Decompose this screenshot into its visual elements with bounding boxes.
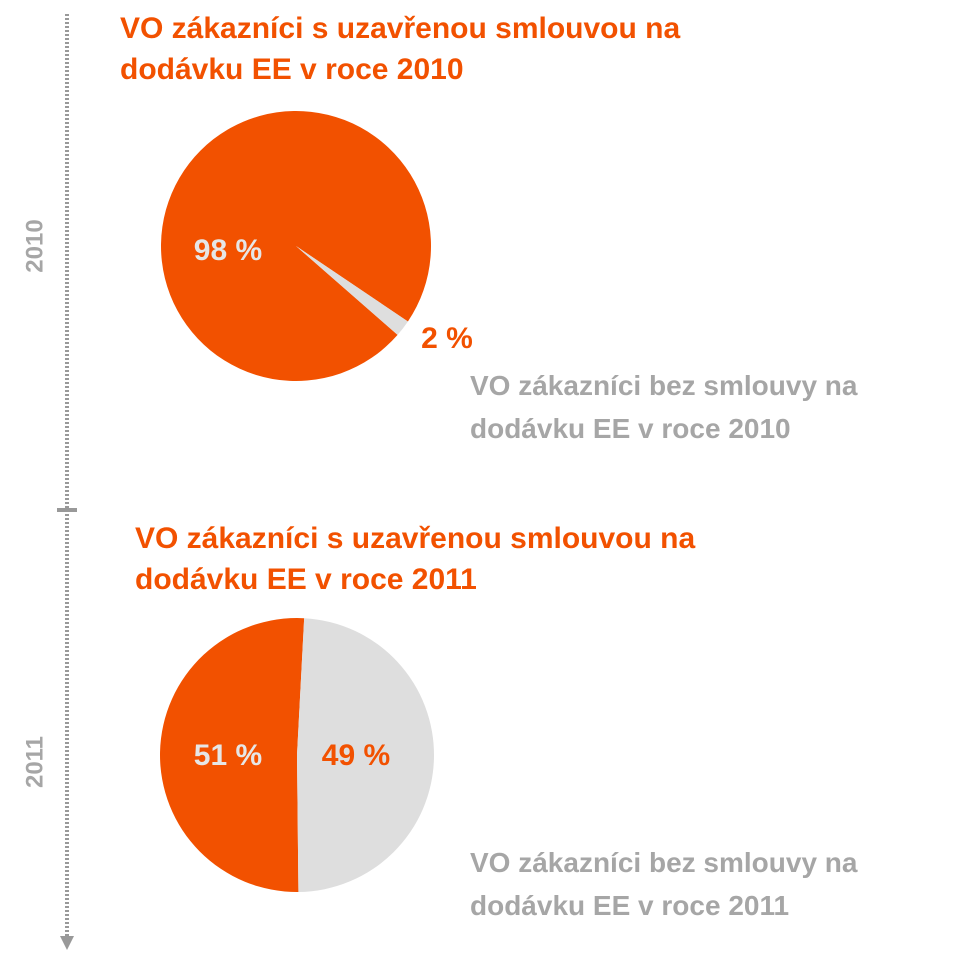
pie-slice [160,111,431,382]
value-label: 98 % [194,234,262,267]
slice-label: VO zákazníci s uzavřenou smlouvou na dod… [135,522,696,596]
year-label: 2011 [21,736,48,788]
timeline-arrow [60,936,74,950]
slice-label: VO zákazníci s uzavřenou smlouvou na dod… [120,12,681,86]
value-label: 49 % [322,739,390,772]
value-label: 51 % [194,739,262,772]
pie-slice [297,618,435,892]
slice-label: VO zákazníci bez smlouvy na dodávku EE v… [470,370,858,444]
value-label: 2 % [421,322,473,355]
slice-label: VO zákazníci bez smlouvy na dodávku EE v… [470,847,858,921]
pie-slice [296,246,408,335]
pie-slice [160,618,305,892]
year-label: 2010 [21,219,48,272]
